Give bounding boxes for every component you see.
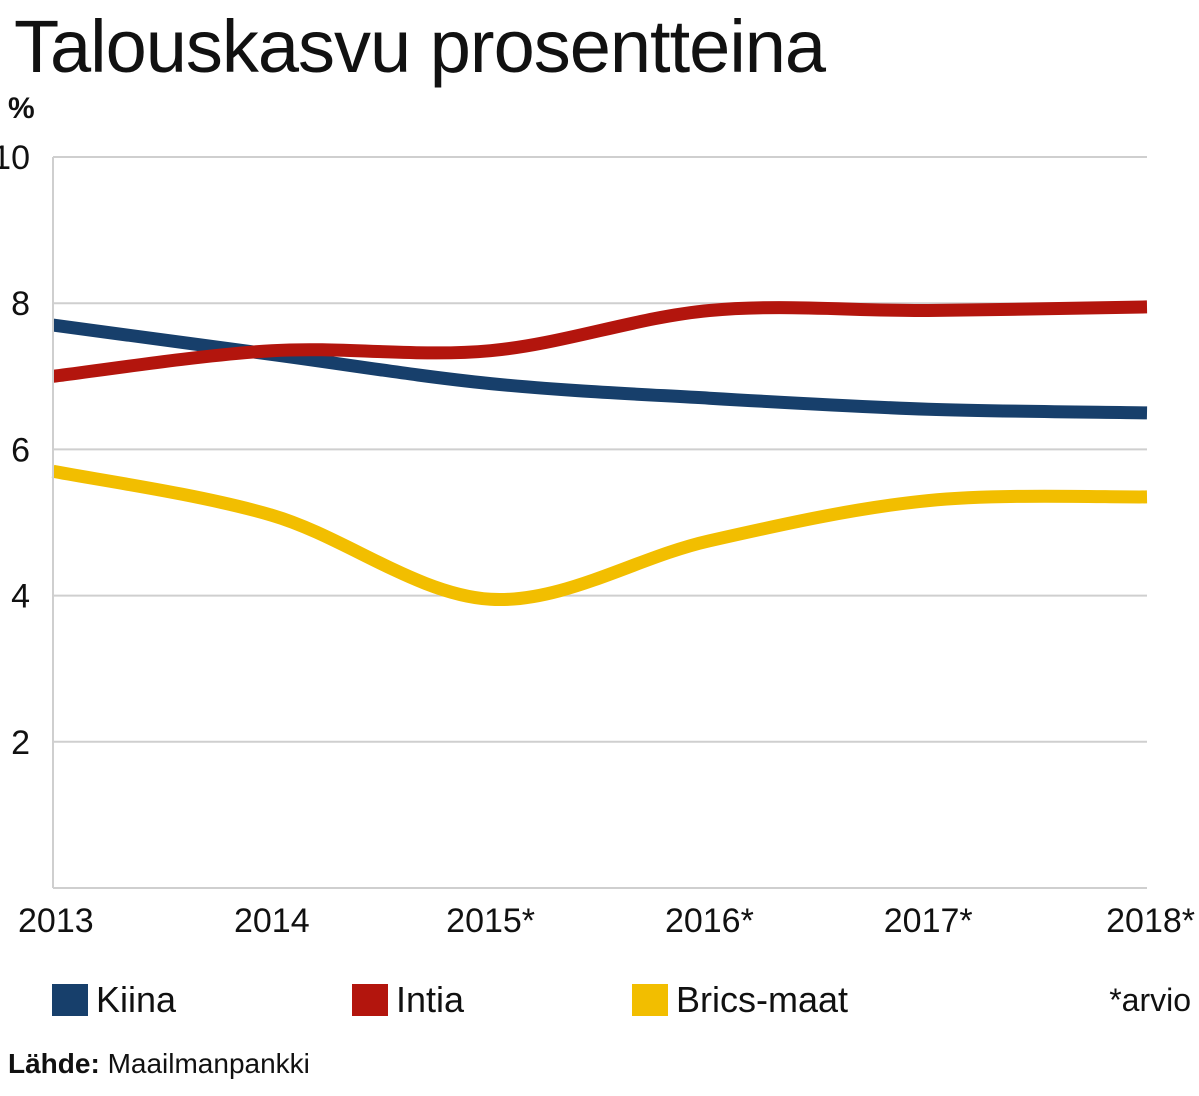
x-tick-label-2013: 2013 bbox=[18, 902, 94, 940]
y-tick-label-2: 2 bbox=[11, 724, 30, 762]
source-label: Lähde: bbox=[8, 1048, 100, 1079]
legend-label-intia: Intia bbox=[396, 979, 465, 1020]
y-tick-label-6: 6 bbox=[11, 431, 30, 469]
axes bbox=[52, 157, 1147, 889]
series-line-brics-maat bbox=[51, 464, 1148, 607]
x-tick-label-2016: 2016* bbox=[665, 902, 754, 940]
gridlines bbox=[53, 156, 1147, 743]
legend-label-kiina: Kiina bbox=[96, 979, 177, 1020]
source-name: Maailmanpankki bbox=[107, 1048, 310, 1079]
legend-item-brics: Brics-maat bbox=[632, 978, 848, 1022]
y-axis-unit: % bbox=[8, 92, 35, 125]
y-tick-label-8: 8 bbox=[11, 285, 30, 323]
y-tick-labels: 2 4 6 8 10 bbox=[0, 139, 30, 762]
series-line-kiina bbox=[52, 318, 1148, 420]
x-tick-label-2014: 2014 bbox=[234, 902, 310, 940]
x-tick-label-2017: 2017* bbox=[884, 902, 973, 940]
x-tick-label-2015: 2015* bbox=[446, 902, 535, 940]
legend-swatch-brics bbox=[632, 984, 668, 1016]
y-tick-label-10: 10 bbox=[0, 139, 30, 177]
y-tick-label-4: 4 bbox=[11, 578, 30, 616]
legend-label-brics: Brics-maat bbox=[676, 979, 849, 1020]
legend-swatch-kiina bbox=[52, 984, 88, 1016]
series-lines bbox=[51, 300, 1148, 607]
legend-swatch-intia bbox=[352, 984, 388, 1016]
x-tick-labels: 2013 2014 2015* 2016* 2017* 2018* bbox=[18, 902, 1195, 940]
series-line-intia bbox=[52, 300, 1148, 383]
legend-item-kiina: Kiina bbox=[52, 978, 176, 1022]
source-line: Lähde: Maailmanpankki bbox=[8, 1048, 310, 1080]
estimate-note: *arvio bbox=[1109, 981, 1191, 1018]
x-tick-label-2018: 2018* bbox=[1106, 902, 1195, 940]
chart-title: Talouskasvu prosentteina bbox=[14, 5, 826, 88]
legend-item-intia: Intia bbox=[352, 978, 464, 1022]
